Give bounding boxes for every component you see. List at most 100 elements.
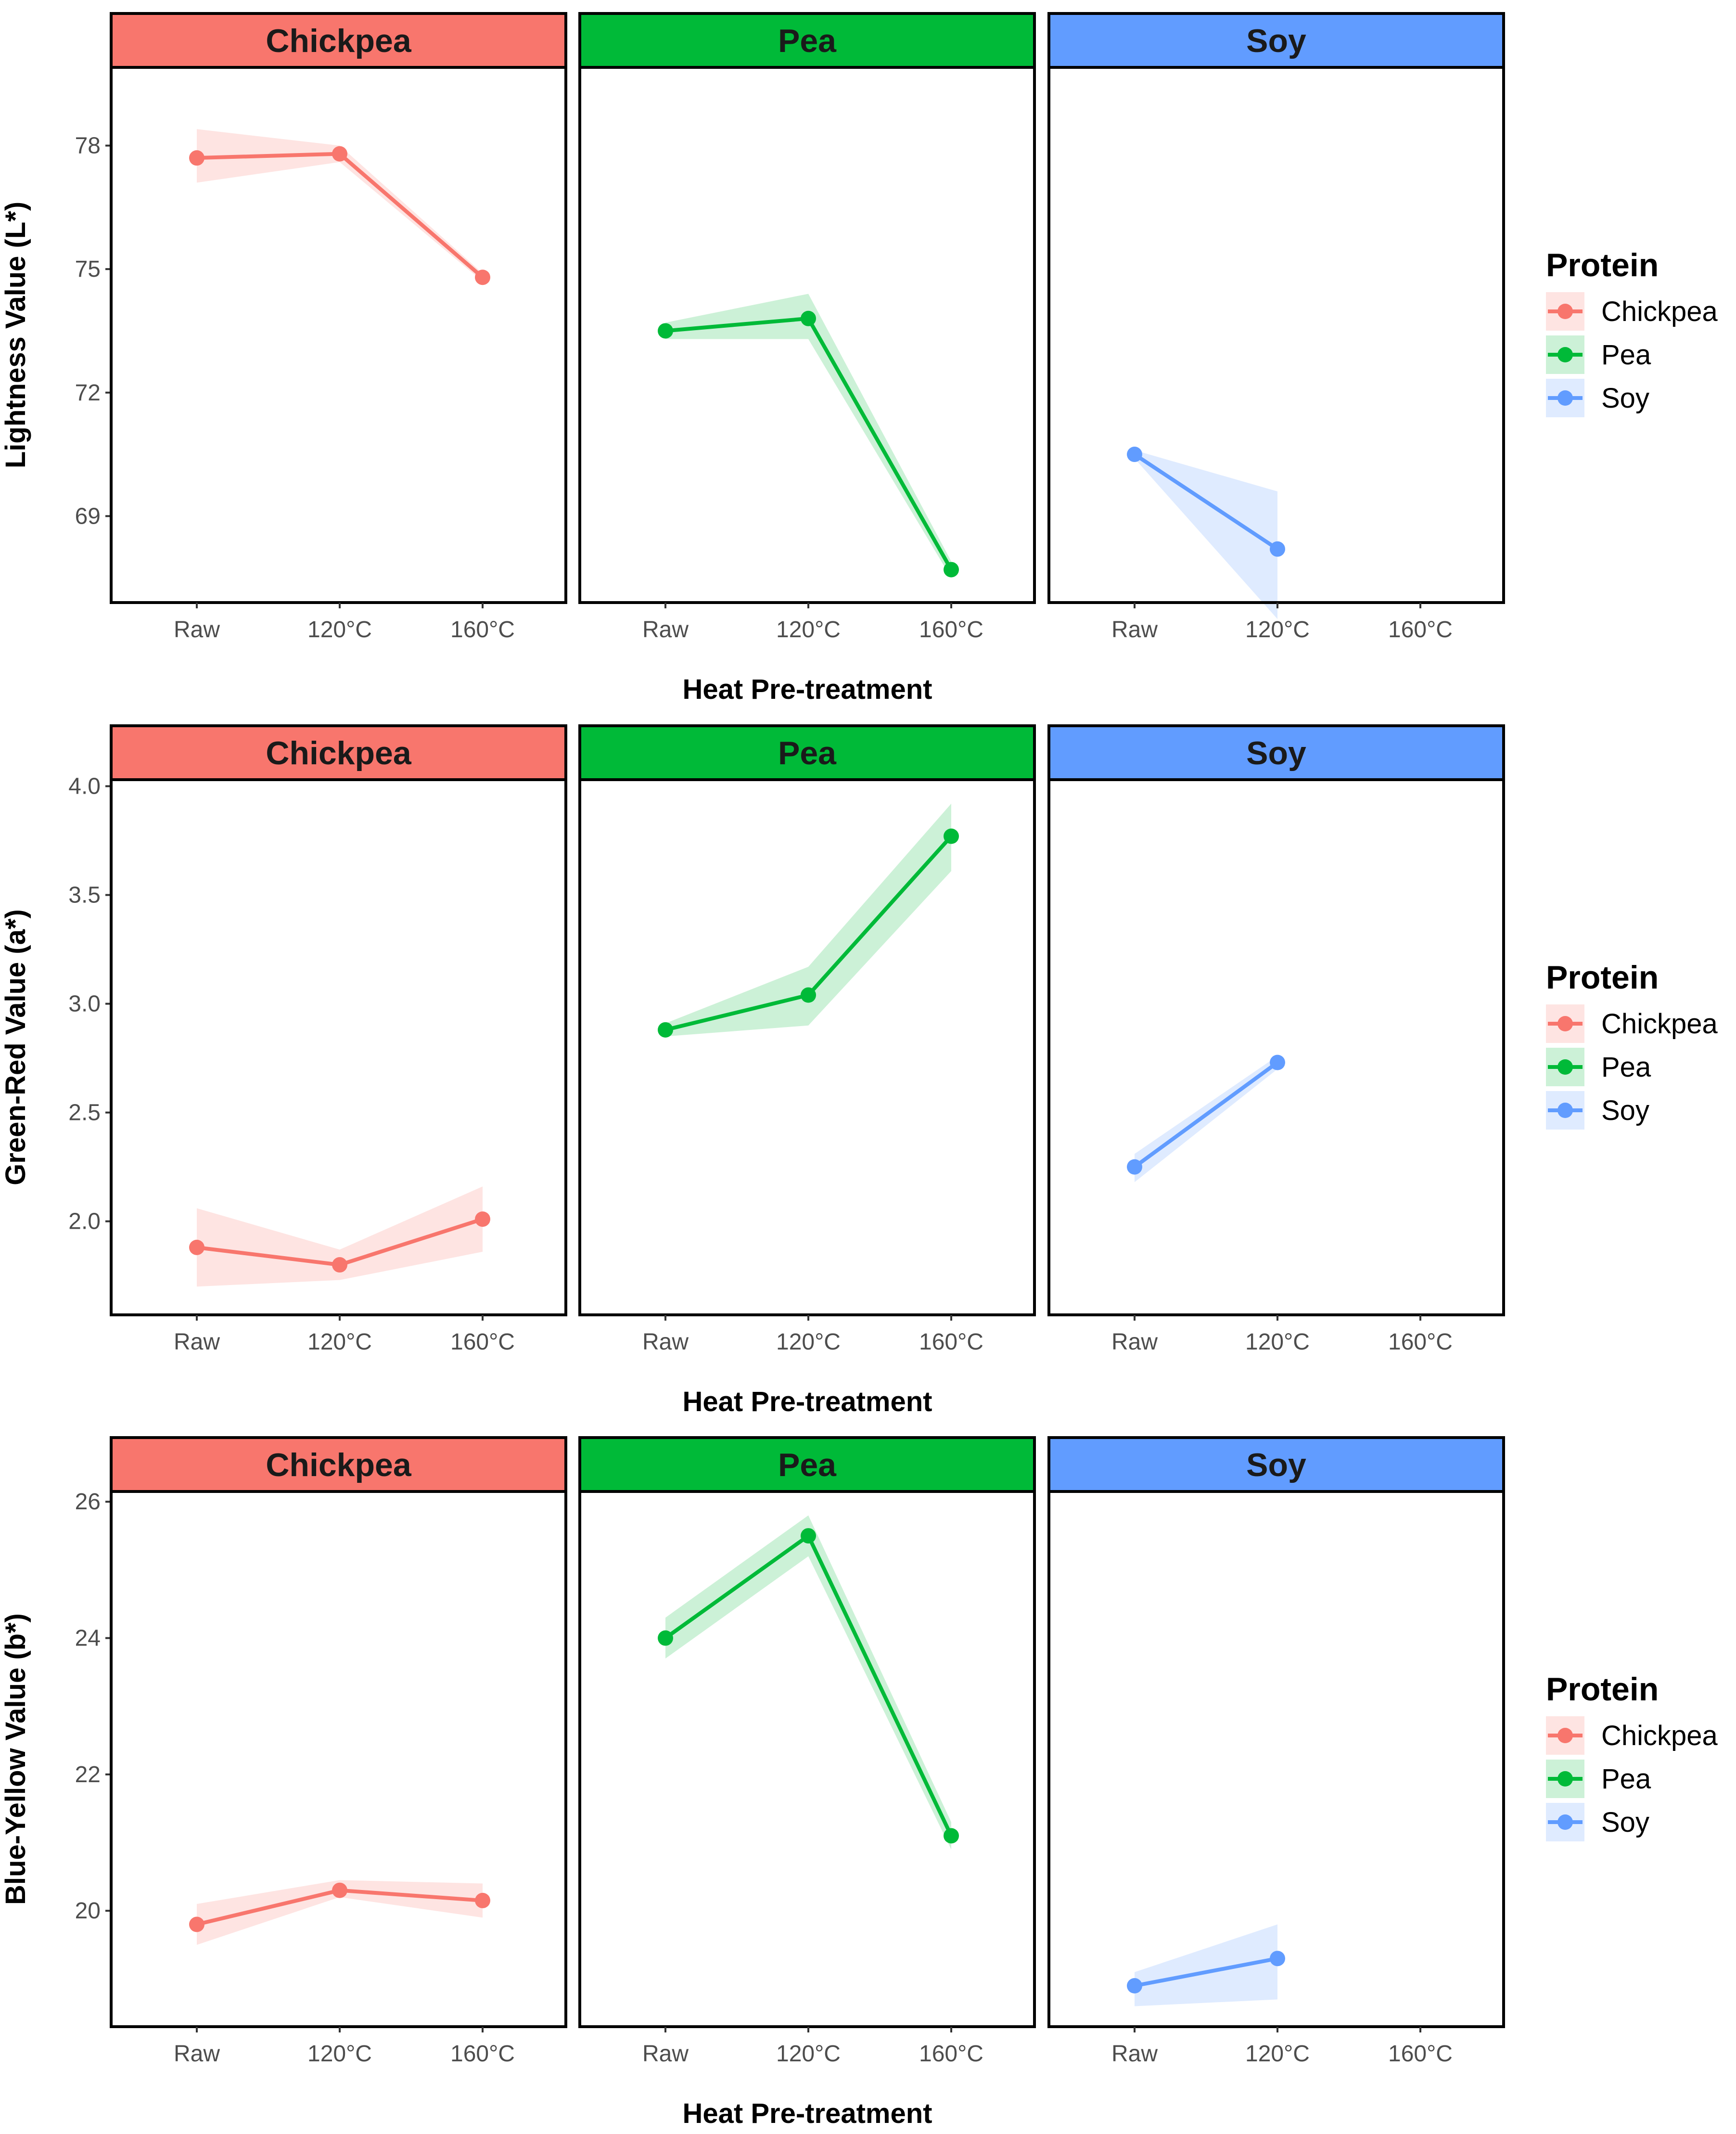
y-tick-label: 20 <box>75 1898 101 1924</box>
data-point <box>944 1828 959 1844</box>
y-tick-label: 24 <box>75 1626 101 1651</box>
panel-soy: Soy Raw 120°C 160°C <box>1047 1436 1505 2067</box>
legend: Protein Chickpea Pea Soy <box>1546 1671 1718 1841</box>
legend-key-soy: Soy <box>1546 379 1649 417</box>
y-tick-label: 3.5 <box>68 883 101 908</box>
strip-chickpea <box>110 1436 567 1493</box>
legend-title: Protein <box>1546 959 1659 996</box>
data-point <box>658 1022 673 1038</box>
strip-chickpea <box>110 724 567 781</box>
data-point <box>658 323 673 339</box>
series-line <box>1133 452 1279 551</box>
strip-chickpea <box>110 12 567 69</box>
y-tick-label: 69 <box>75 503 101 529</box>
legend: Protein Chickpea Pea Soy <box>1546 247 1718 417</box>
x-tick-label: Raw <box>1111 2041 1158 2067</box>
x-tick-label: Raw <box>642 1329 689 1355</box>
series-line <box>664 1534 953 1837</box>
strip-label: Chickpea <box>266 1447 412 1483</box>
data-point <box>658 1630 673 1646</box>
x-tick-label: 120°C <box>776 1329 841 1355</box>
strip-soy <box>1047 12 1505 69</box>
data-point <box>1270 1951 1285 1967</box>
y-axis-title: Lightness Value (L*) <box>0 202 31 468</box>
x-tick-label: 160°C <box>1388 1329 1453 1355</box>
data-point <box>801 987 816 1003</box>
panel-pea: Pea Raw 120°C 160°C <box>578 1436 1036 2067</box>
y-tick-label: 3.0 <box>68 991 101 1017</box>
x-tick-label: 160°C <box>919 617 983 643</box>
panel-chickpea: Chickpea Raw 120°C 160°C <box>110 724 567 1355</box>
data-point <box>189 150 204 166</box>
data-point <box>332 1257 347 1273</box>
legend-key-soy: Soy <box>1546 1091 1649 1130</box>
y-tick-label: 22 <box>75 1762 101 1787</box>
data-point <box>944 562 959 578</box>
x-tick-label: 160°C <box>1388 617 1453 643</box>
legend-point <box>1557 347 1573 362</box>
legend-key-chickpea: Chickpea <box>1546 292 1718 331</box>
data-point <box>1127 447 1142 463</box>
confidence-ribbon <box>1135 1924 1277 2006</box>
legend-point <box>1557 304 1573 319</box>
legend-key-chickpea: Chickpea <box>1546 1716 1718 1755</box>
series-line <box>1133 1061 1279 1169</box>
x-tick-label: Raw <box>174 2041 220 2067</box>
legend-label: Soy <box>1601 1807 1649 1838</box>
x-tick-label: Raw <box>642 617 689 643</box>
data-point <box>189 1916 204 1932</box>
y-tick-label: 72 <box>75 380 101 406</box>
data-point <box>944 828 959 844</box>
chart-a: 2.0 2.5 3.0 3.5 4.0 Green-Red Value (a*) Heat … <box>0 724 1718 1417</box>
panel-border <box>1047 1490 1505 2028</box>
legend-label: Soy <box>1601 383 1649 414</box>
y-tick-label: 2.5 <box>68 1100 101 1126</box>
data-point <box>1270 541 1285 557</box>
legend-label: Pea <box>1601 1763 1651 1795</box>
legend-label: Chickpea <box>1601 296 1718 327</box>
x-tick-label: 160°C <box>450 1329 515 1355</box>
legend-label: Pea <box>1601 339 1651 371</box>
y-tick-label: 2.0 <box>68 1209 101 1234</box>
strip-label: Chickpea <box>266 735 412 771</box>
legend-key-pea: Pea <box>1546 1048 1651 1086</box>
confidence-ribbon <box>1135 450 1277 619</box>
data-point <box>475 270 490 285</box>
strip-label: Soy <box>1246 1447 1306 1483</box>
x-tick-label: 120°C <box>1245 617 1310 643</box>
strip-label: Pea <box>778 1447 837 1483</box>
x-tick-label: 120°C <box>776 617 841 643</box>
panel-border <box>110 778 567 1316</box>
strip-label: Soy <box>1246 735 1306 771</box>
data-point <box>189 1239 204 1255</box>
strip-pea <box>578 1436 1036 1493</box>
panel-border <box>110 66 567 604</box>
x-axis-title: Heat Pre-treatment <box>683 674 932 705</box>
legend-key-pea: Pea <box>1546 335 1651 374</box>
data-point <box>332 1882 347 1898</box>
panel-pea: Pea Raw 120°C 160°C <box>578 724 1036 1355</box>
strip-label: Soy <box>1246 23 1306 59</box>
panel-border <box>578 66 1036 604</box>
data-point <box>475 1211 490 1227</box>
y-tick-label: 75 <box>75 257 101 282</box>
y-tick-label: 26 <box>75 1489 101 1515</box>
chart-b: 20 22 24 26 Blue-Yellow Value (b*) Heat Pre-t… <box>0 1436 1718 2129</box>
x-tick-label: 120°C <box>776 2041 841 2067</box>
legend-key-chickpea: Chickpea <box>1546 1004 1718 1043</box>
chart-l: 69 72 75 78 Lightness Value (L*) Heat Pre-tre… <box>0 12 1718 705</box>
legend-point <box>1557 1728 1573 1743</box>
legend-title: Protein <box>1546 247 1659 283</box>
x-tick-label: 160°C <box>919 1329 983 1355</box>
panel-chickpea: Chickpea Raw 120°C 160°C <box>110 1436 567 2067</box>
legend-label: Chickpea <box>1601 1008 1718 1040</box>
y-axis-title: Blue-Yellow Value (b*) <box>0 1613 31 1905</box>
x-tick-label: Raw <box>642 2041 689 2067</box>
legend-point <box>1557 1771 1573 1787</box>
strip-soy <box>1047 724 1505 781</box>
data-point <box>332 146 347 162</box>
series-line <box>665 316 953 571</box>
confidence-ribbon <box>665 294 951 578</box>
strip-label: Pea <box>778 735 837 771</box>
x-tick-label: 120°C <box>1245 1329 1310 1355</box>
